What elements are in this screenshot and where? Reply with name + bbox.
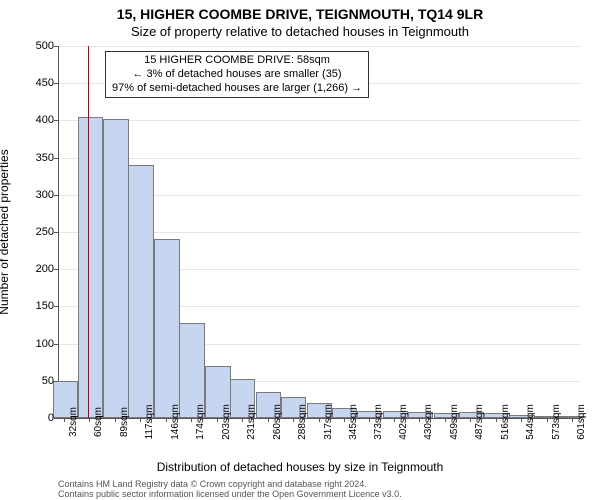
x-tick-label: 32sqm xyxy=(68,407,79,437)
x-tick-mark xyxy=(445,418,446,422)
x-tick-mark xyxy=(140,418,141,422)
y-tick-label: 0 xyxy=(14,412,54,424)
x-tick-mark xyxy=(166,418,167,422)
y-tick-mark xyxy=(54,306,58,307)
x-tick-mark xyxy=(394,418,395,422)
x-tick-mark xyxy=(419,418,420,422)
y-tick-mark xyxy=(54,195,58,196)
x-tick-mark xyxy=(89,418,90,422)
gridline xyxy=(59,158,581,159)
annotation-line: ← 3% of detached houses are smaller (35) xyxy=(112,68,362,82)
x-tick-mark xyxy=(191,418,192,422)
gridline xyxy=(59,120,581,121)
x-tick-mark xyxy=(572,418,573,422)
x-tick-label: 373sqm xyxy=(373,404,384,440)
x-tick-label: 345sqm xyxy=(348,404,359,440)
x-tick-label: 317sqm xyxy=(323,404,334,440)
histogram-bar xyxy=(103,119,128,418)
x-tick-label: 89sqm xyxy=(119,407,130,437)
y-tick-mark xyxy=(54,269,58,270)
x-tick-label: 430sqm xyxy=(423,404,434,440)
y-axis-label: Number of detached properties xyxy=(0,149,11,314)
annotation-line: 97% of semi-detached houses are larger (… xyxy=(112,82,362,96)
y-tick-label: 450 xyxy=(14,77,54,89)
chart-container: 15, HIGHER COOMBE DRIVE, TEIGNMOUTH, TQ1… xyxy=(0,0,600,500)
x-tick-label: 117sqm xyxy=(144,405,155,440)
y-tick-label: 50 xyxy=(14,375,54,387)
x-tick-mark xyxy=(242,418,243,422)
x-tick-label: 573sqm xyxy=(551,404,562,440)
y-tick-mark xyxy=(54,418,58,419)
footnote-line: Contains public sector information licen… xyxy=(58,490,402,500)
x-tick-mark xyxy=(369,418,370,422)
histogram-bar xyxy=(128,165,153,418)
y-tick-label: 250 xyxy=(14,226,54,238)
x-tick-mark xyxy=(319,418,320,422)
x-tick-mark xyxy=(344,418,345,422)
footnote: Contains HM Land Registry data © Crown c… xyxy=(58,480,402,500)
x-tick-label: 487sqm xyxy=(474,404,485,440)
y-tick-mark xyxy=(54,232,58,233)
y-tick-mark xyxy=(54,158,58,159)
x-tick-label: 60sqm xyxy=(93,407,104,437)
x-tick-label: 544sqm xyxy=(525,404,536,440)
x-tick-label: 459sqm xyxy=(449,404,460,440)
x-tick-label: 203sqm xyxy=(221,404,232,440)
x-tick-mark xyxy=(293,418,294,422)
y-tick-label: 500 xyxy=(14,40,54,52)
y-tick-label: 400 xyxy=(14,114,54,126)
y-tick-mark xyxy=(54,46,58,47)
y-tick-mark xyxy=(54,344,58,345)
x-tick-label: 260sqm xyxy=(272,404,283,440)
x-tick-mark xyxy=(115,418,116,422)
x-tick-mark xyxy=(521,418,522,422)
marker-line xyxy=(88,46,89,418)
y-tick-label: 350 xyxy=(14,152,54,164)
y-tick-label: 200 xyxy=(14,263,54,275)
x-tick-mark xyxy=(268,418,269,422)
x-tick-mark xyxy=(64,418,65,422)
y-tick-label: 100 xyxy=(14,338,54,350)
y-tick-mark xyxy=(54,381,58,382)
x-tick-label: 601sqm xyxy=(576,404,587,440)
x-tick-label: 288sqm xyxy=(297,404,308,440)
x-tick-label: 402sqm xyxy=(398,404,409,440)
x-tick-mark xyxy=(496,418,497,422)
gridline xyxy=(59,46,581,47)
x-tick-label: 231sqm xyxy=(246,404,257,440)
annotation-box: 15 HIGHER COOMBE DRIVE: 58sqm← 3% of det… xyxy=(105,51,369,98)
histogram-bar xyxy=(154,239,179,418)
y-tick-mark xyxy=(54,120,58,121)
x-tick-mark xyxy=(470,418,471,422)
x-tick-label: 146sqm xyxy=(170,404,181,440)
y-tick-mark xyxy=(54,83,58,84)
plot-area xyxy=(58,46,581,419)
chart-subtitle: Size of property relative to detached ho… xyxy=(0,24,600,39)
histogram-bar xyxy=(78,117,103,418)
x-tick-mark xyxy=(217,418,218,422)
annotation-line: 15 HIGHER COOMBE DRIVE: 58sqm xyxy=(112,54,362,68)
y-tick-label: 300 xyxy=(14,189,54,201)
chart-title: 15, HIGHER COOMBE DRIVE, TEIGNMOUTH, TQ1… xyxy=(0,6,600,22)
x-tick-label: 174sqm xyxy=(195,404,206,440)
x-tick-label: 516sqm xyxy=(500,404,511,440)
x-tick-mark xyxy=(547,418,548,422)
y-tick-label: 150 xyxy=(14,300,54,312)
x-axis-label: Distribution of detached houses by size … xyxy=(0,460,600,474)
